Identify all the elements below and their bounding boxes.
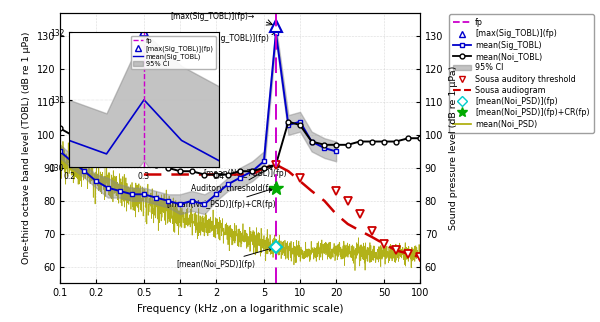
Text: [mean(Noi_PSD)](fp): [mean(Noi_PSD)](fp) — [176, 248, 272, 269]
X-axis label: Frequency (kHz ,on a logarithmic scale): Frequency (kHz ,on a logarithmic scale) — [137, 304, 343, 314]
Legend: fp, [max(Sig_TOBL)](fp), mean(Sig_TOBL), 95% CI: fp, [max(Sig_TOBL)](fp), mean(Sig_TOBL),… — [131, 35, 215, 69]
Legend: fp, [max(Sig_TOBL)](fp), mean(Sig_TOBL), mean(Noi_TOBL), 95% CI, Sousa auditory : fp, [max(Sig_TOBL)](fp), mean(Sig_TOBL),… — [449, 14, 593, 133]
Y-axis label: Sound pressure level (dB re 1 μPa): Sound pressure level (dB re 1 μPa) — [449, 66, 458, 230]
Y-axis label: One-third octave band level (TOBL) (dB re 1 μPa): One-third octave band level (TOBL) (dB r… — [22, 32, 31, 264]
Text: [mean(Noi_TOBL)](fp): [mean(Noi_TOBL)](fp) — [203, 165, 287, 178]
Text: [mean(Noi_PSD)](fp)+CR(fp): [mean(Noi_PSD)](fp)+CR(fp) — [166, 188, 276, 210]
Text: [mean(Sig_TOBL)](fp): [mean(Sig_TOBL)](fp) — [187, 32, 275, 43]
Text: [max(Sig_TOBL)](fp)→: [max(Sig_TOBL)](fp)→ — [170, 12, 255, 21]
Text: Auditory threshold(fp): Auditory threshold(fp) — [191, 166, 276, 193]
